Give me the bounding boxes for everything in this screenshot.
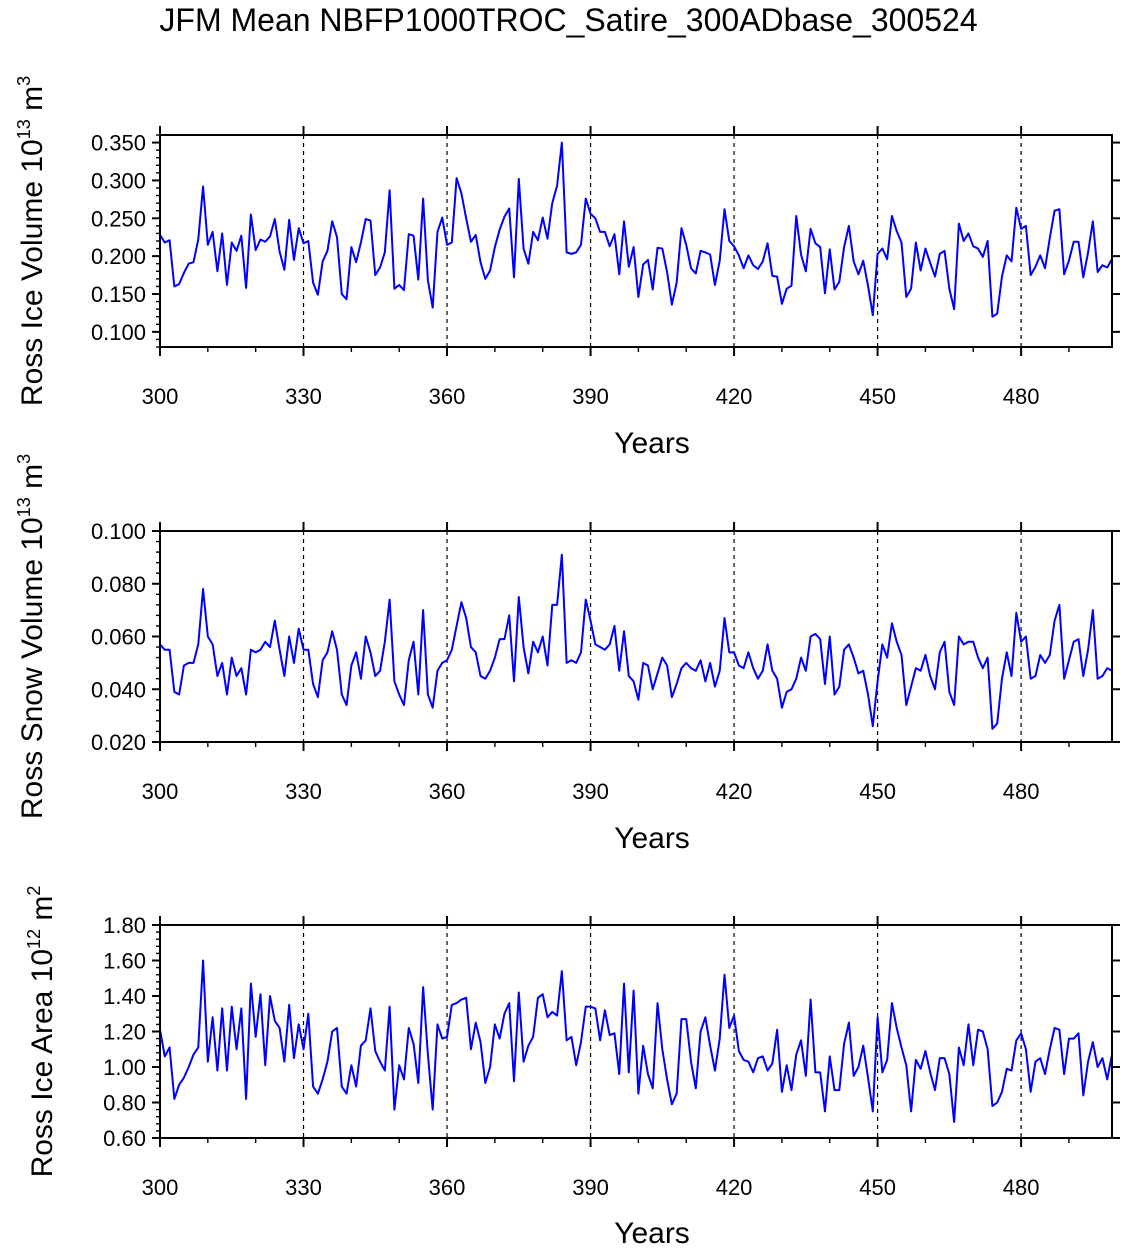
y-axis-title-text: Ross Ice Volume 10	[16, 139, 49, 406]
x-tick-label: 450	[859, 1175, 896, 1200]
y-tick-label: 0.100	[91, 320, 146, 345]
y-tick-label: 1.60	[103, 949, 146, 974]
x-axis-title: Years	[614, 822, 690, 855]
page-title: JFM Mean NBFP1000TROC_Satire_300ADbase_3…	[159, 2, 978, 38]
x-tick-label: 330	[285, 779, 322, 804]
y-axis-title-exponent: 13	[14, 119, 34, 139]
y-axis-title-exponent: 13	[14, 497, 34, 517]
y-tick-label: 1.40	[103, 984, 146, 1009]
y-axis-title-unit: m	[16, 86, 49, 119]
x-tick-label: 420	[716, 1175, 753, 1200]
chart-panel-top: 0.100 0.150 0.200 0.250 0.300 0.350 300 330 360 3…	[14, 76, 1120, 460]
y-axis-title: Ross Ice Volume 1013 m3	[14, 76, 49, 406]
x-axis-title: Years	[614, 1217, 690, 1249]
x-tick-label: 300	[142, 779, 179, 804]
x-tick-label: 450	[859, 779, 896, 804]
y-tick-label: 0.080	[91, 572, 146, 597]
y-tick-label: 0.020	[91, 730, 146, 755]
x-axis-title: Years	[614, 427, 690, 460]
x-tick-label: 360	[429, 779, 466, 804]
y-tick-label: 0.040	[91, 677, 146, 702]
y-tick-label: 0.300	[91, 168, 146, 193]
x-tick-label: 420	[716, 384, 753, 409]
y-tick-label: 1.00	[103, 1055, 146, 1080]
y-tick-label: 1.20	[103, 1020, 146, 1045]
x-tick-label: 450	[859, 384, 896, 409]
y-axis-title-text: Ross Snow Volume 10	[16, 517, 49, 819]
y-axis-title-unit-power: 2	[24, 886, 44, 896]
y-tick-label: 0.060	[91, 625, 146, 650]
x-tick-label: 300	[142, 1175, 179, 1200]
y-tick-label: 0.60	[103, 1126, 146, 1151]
y-axis-title-unit-power: 3	[14, 454, 34, 464]
y-axis-title: Ross Ice Area 1012 m2	[24, 886, 59, 1178]
x-tick-label: 420	[716, 779, 753, 804]
x-tick-label: 330	[285, 1175, 322, 1200]
plot-frame	[159, 530, 1113, 743]
y-tick-label: 0.250	[91, 206, 146, 231]
x-tick-label: 330	[285, 384, 322, 409]
x-tick-label: 480	[1003, 779, 1040, 804]
series-line-top	[159, 141, 1113, 318]
series-line-bottom	[159, 959, 1113, 1124]
series-line-middle	[159, 553, 1113, 730]
x-tick-label: 300	[142, 384, 179, 409]
y-axis-title-unit: m	[16, 464, 49, 497]
y-tick-label: 0.200	[91, 244, 146, 269]
y-axis-title-exponent: 12	[24, 929, 44, 949]
y-tick-label: 0.150	[91, 282, 146, 307]
y-axis-title: Ross Snow Volume 1013 m3	[14, 454, 49, 819]
x-tick-label: 360	[429, 384, 466, 409]
x-tick-label: 480	[1003, 384, 1040, 409]
y-axis-title-unit: m	[26, 896, 59, 929]
x-tick-label: 390	[572, 384, 609, 409]
chart-panel-bottom: 0.60 0.80 1.00 1.20 1.40 1.60 1.80 300 330 360 390…	[24, 886, 1120, 1249]
x-tick-label: 360	[429, 1175, 466, 1200]
x-tick-label: 390	[572, 779, 609, 804]
y-tick-label: 0.100	[91, 519, 146, 544]
y-tick-label: 0.80	[103, 1091, 146, 1116]
y-tick-label: 1.80	[103, 913, 146, 938]
y-tick-label: 0.350	[91, 131, 146, 156]
y-axis-title-text: Ross Ice Area 10	[26, 949, 59, 1177]
chart-panel-middle: 0.020 0.040 0.060 0.080 0.100 300 330 360 390 420…	[14, 454, 1120, 855]
y-axis-title-unit-power: 3	[14, 76, 34, 86]
x-tick-label: 480	[1003, 1175, 1040, 1200]
x-tick-label: 390	[572, 1175, 609, 1200]
